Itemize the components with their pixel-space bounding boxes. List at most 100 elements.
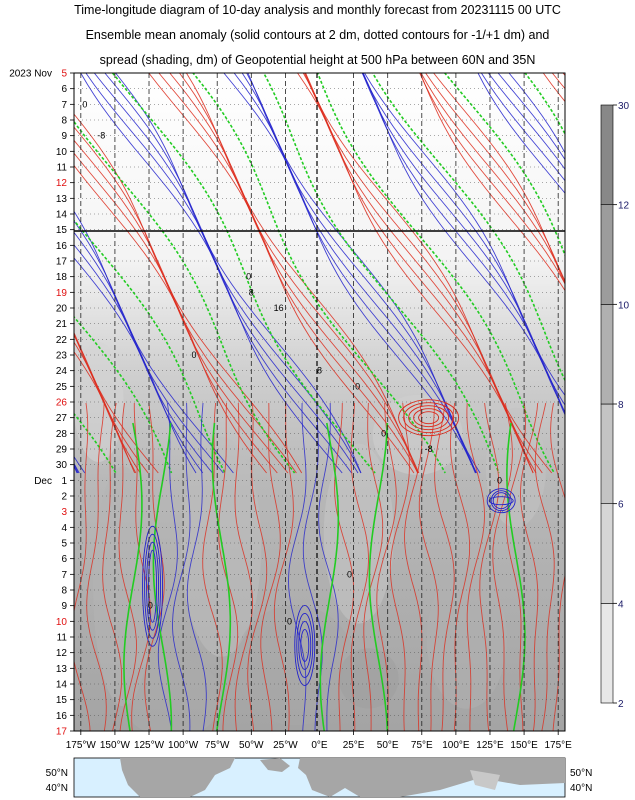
anomaly-contour [74, 220, 224, 474]
anomaly-contour [74, 210, 234, 474]
anomaly-contour [74, 402, 91, 731]
y-tick-label: 17 [56, 727, 68, 738]
zero-contour [262, 73, 500, 474]
contour-label: 0 [287, 616, 292, 626]
contour-label: 0 [355, 381, 360, 391]
anomaly-contour-loop [294, 605, 316, 686]
anomaly-contour [118, 402, 137, 731]
spread-shading-blob [323, 443, 394, 624]
anomaly-contour [418, 402, 439, 731]
anomaly-contour [350, 402, 369, 731]
chart-title-line-1: Time-longitude diagram of 10-day analysi… [74, 3, 561, 17]
colorbar-box [600, 304, 614, 405]
y-tick-label: 1 [61, 476, 67, 487]
y-tick-label: 3 [61, 507, 67, 518]
y-tick-label: 29 [56, 445, 68, 456]
y-tick-label: 30 [56, 460, 68, 471]
spread-shading-blob [122, 658, 223, 731]
anomaly-contour [364, 73, 565, 397]
anomaly-contour [477, 73, 565, 194]
anomaly-contour [622, 53, 635, 473]
anomaly-contour [144, 402, 165, 731]
anomaly-contour [74, 126, 297, 474]
y-tick-label: 8 [61, 586, 67, 597]
y-tick-label: 2 [61, 492, 67, 503]
y-tick-label: 11 [57, 163, 68, 174]
zero-contour [152, 422, 173, 731]
contour-label: 0 [246, 272, 251, 282]
anomaly-contour [169, 73, 420, 474]
anomaly-contour [74, 244, 204, 474]
anomaly-contour [74, 462, 80, 474]
y-tick-label: 9 [61, 601, 67, 612]
anomaly-contour [148, 73, 415, 474]
contour-labels: 0 0 0 0 0 0 0 0 0 -8 8 8 16 -8 [82, 99, 502, 626]
y-tick-label: 13 [56, 664, 68, 675]
anomaly-contour [492, 402, 513, 731]
anomaly-contour [361, 73, 565, 413]
zero-contour [319, 422, 340, 731]
colorbar-tick-label: 2 [618, 699, 624, 710]
contour-label: 8 [249, 287, 254, 297]
anomaly-contour [303, 73, 553, 474]
anomaly-contour [74, 152, 278, 474]
x-tick-label: 125°E [476, 740, 504, 751]
anomaly-contour [74, 341, 137, 474]
anomaly-contour [218, 402, 239, 731]
y-tick-label: 23 [56, 351, 68, 362]
plot-area: 0 0 0 0 0 0 0 0 0 -8 8 8 16 -8 [73, 53, 635, 732]
y-tick-label: 7 [61, 100, 67, 111]
x-tick-label: 175°W [66, 740, 97, 751]
zero-contour [524, 73, 565, 136]
anomaly-contour [102, 402, 123, 731]
anomaly-contour [419, 73, 565, 285]
chart-title-line-2: Ensemble mean anomaly (solid contours at… [85, 28, 550, 42]
month-label: Dec [34, 476, 52, 487]
y-tick-label: 11 [57, 633, 68, 644]
y-tick-label: 4 [61, 523, 67, 534]
x-tick-label: 25°W [273, 740, 298, 751]
map-landmasses [120, 758, 565, 797]
x-tick-label: 50°E [377, 740, 399, 751]
colorbar-box [600, 603, 614, 704]
y-tick-label: 15 [56, 695, 68, 706]
anomaly-contour [157, 402, 178, 731]
y-tick-label: 26 [56, 398, 68, 409]
anomaly-contour [433, 73, 565, 286]
contour-label: 0 [381, 428, 386, 438]
anomaly-contour [361, 73, 565, 406]
y-tick-label: 6 [61, 554, 67, 565]
zero-contour [443, 73, 565, 258]
contour-label: 8 [317, 366, 322, 376]
zero-contour [506, 422, 526, 731]
contour-label: 0 [148, 601, 153, 611]
contour-label: 0 [192, 350, 197, 360]
x-tick-label: 100°E [442, 740, 470, 751]
y-tick-label: 10 [56, 617, 68, 628]
anomaly-contour [466, 402, 485, 731]
spread-shading-blob [485, 407, 546, 528]
map-lat-label-right-50: 50°N [570, 768, 592, 779]
anomaly-contour [74, 164, 267, 474]
zero-contour [368, 422, 389, 731]
anomaly-contour [505, 402, 526, 731]
anomaly-contour [178, 73, 419, 474]
y-tick-label: 17 [56, 257, 68, 268]
anomaly-contour-loop [486, 488, 516, 514]
anomaly-contour [479, 402, 500, 731]
anomaly-contour [318, 402, 339, 731]
zero-contour [123, 422, 143, 731]
colorbar-tick-label: 4 [618, 599, 624, 610]
chart-title-line-3: spread (shading, dm) of Geopotential hei… [99, 53, 536, 67]
x-axis-longitudes: 175°W 150°W 125°W 100°W 75°W 50°W 25°W 0°E 25°E 5… [66, 731, 572, 751]
map-lat-label-left-40: 40°N [46, 783, 68, 794]
x-tick-label: 0°E [311, 740, 328, 751]
anomaly-contour [86, 402, 107, 731]
anomaly-contour-loop [490, 490, 512, 512]
anomaly-contour [202, 402, 223, 731]
y-tick-label: 19 [56, 288, 68, 299]
y-tick-label: 6 [61, 84, 67, 95]
anomaly-contour [158, 73, 419, 474]
